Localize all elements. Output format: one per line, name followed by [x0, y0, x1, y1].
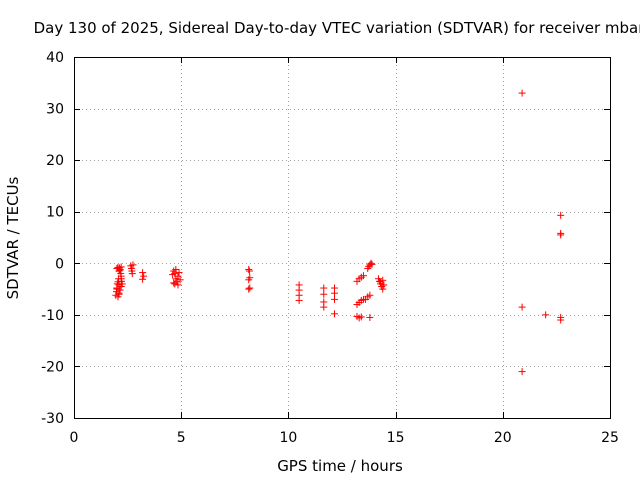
- data-point: [172, 265, 180, 273]
- data-point: [170, 279, 178, 287]
- data-point: [129, 261, 137, 269]
- data-point: [116, 286, 124, 294]
- y-tick-label: -30: [41, 411, 64, 427]
- data-point: [245, 285, 253, 293]
- data-point: [557, 211, 565, 219]
- y-tick-label: 30: [46, 102, 64, 118]
- x-tick-label: 20: [494, 430, 512, 446]
- data-point: [357, 313, 365, 321]
- y-tick-label: 20: [46, 153, 64, 169]
- data-point: [140, 272, 148, 280]
- y-tick-label: 10: [46, 205, 64, 221]
- data-point: [245, 265, 253, 273]
- data-point: [176, 276, 184, 284]
- data-point: [139, 275, 147, 283]
- y-axis-label: SDTVAR / TECUs: [4, 176, 22, 299]
- data-point: [246, 284, 254, 292]
- data-point: [542, 311, 550, 319]
- data-point: [295, 296, 303, 304]
- data-point: [557, 231, 565, 239]
- data-point: [359, 272, 367, 280]
- x-tick-label: 25: [601, 430, 619, 446]
- data-point: [518, 303, 526, 311]
- data-point: [362, 295, 370, 303]
- data-point: [368, 260, 376, 268]
- grid-lines: [74, 57, 610, 418]
- data-point: [113, 285, 121, 293]
- data-point: [245, 267, 253, 275]
- y-tick-label: 0: [55, 256, 64, 272]
- y-tick-label: 40: [46, 50, 64, 66]
- x-axis-label: GPS time / hours: [277, 457, 403, 475]
- data-point: [115, 290, 123, 298]
- data-point: [379, 285, 387, 293]
- data-point: [557, 316, 565, 324]
- y-tick-label: -10: [41, 308, 64, 324]
- data-point: [366, 291, 374, 299]
- data-point: [174, 272, 182, 280]
- data-point: [366, 313, 374, 321]
- data-point: [330, 289, 338, 297]
- y-tick-label: -20: [41, 359, 64, 375]
- data-points: [112, 89, 565, 376]
- data-point: [117, 272, 125, 280]
- data-point: [171, 280, 179, 288]
- data-point: [320, 290, 328, 298]
- data-point: [115, 281, 123, 289]
- data-point: [114, 278, 122, 286]
- x-tick-label: 10: [279, 430, 297, 446]
- data-point: [380, 281, 388, 289]
- data-point: [139, 269, 147, 277]
- data-point: [175, 269, 183, 277]
- data-point: [169, 271, 177, 279]
- data-point: [518, 368, 526, 376]
- data-point: [174, 281, 182, 289]
- data-point: [116, 266, 124, 274]
- data-point: [320, 284, 328, 292]
- data-point: [518, 89, 526, 97]
- data-point: [117, 263, 125, 271]
- data-point: [330, 310, 338, 318]
- data-point: [245, 276, 253, 284]
- x-tick-label: 15: [387, 430, 405, 446]
- x-tick-label: 0: [70, 430, 79, 446]
- chart-title: Day 130 of 2025, Sidereal Day-to-day VTE…: [34, 19, 640, 37]
- data-point: [128, 270, 136, 278]
- data-point: [320, 303, 328, 311]
- data-point: [367, 259, 375, 267]
- data-point: [379, 276, 387, 284]
- x-tick-label: 5: [177, 430, 186, 446]
- data-point: [118, 280, 126, 288]
- data-point: [330, 295, 338, 303]
- plot-frame: [74, 57, 611, 419]
